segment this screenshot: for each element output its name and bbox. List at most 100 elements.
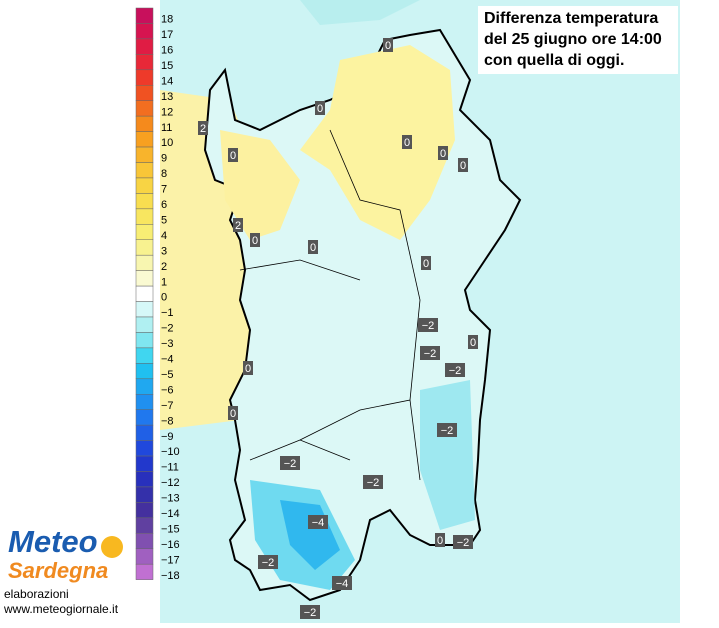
legend-label: −7 (161, 400, 174, 412)
legend-swatch (135, 378, 154, 395)
map-label: −4 (312, 517, 325, 529)
legend-label: −2 (161, 323, 174, 335)
map-label-box (437, 423, 457, 437)
legend-swatch (135, 486, 154, 503)
map-label-box (198, 121, 208, 135)
map-label: 0 (423, 258, 429, 270)
footer-credit: elaborazioni (4, 587, 69, 601)
map-label: −2 (441, 425, 454, 437)
legend-swatch (135, 471, 154, 488)
map-label-box (315, 101, 325, 115)
legend-label: −17 (161, 554, 180, 566)
map-label-box (420, 346, 440, 360)
legend-swatch (135, 409, 154, 426)
map-label-box (421, 256, 431, 270)
legend-label: −6 (161, 384, 174, 396)
map-label: 0 (245, 363, 251, 375)
map-label: 2 (235, 220, 241, 232)
legend: 1817161514131211109876543210−1−2−3−4−5−6… (135, 7, 180, 582)
legend-swatch (135, 533, 154, 549)
warm-area (220, 130, 300, 240)
title-line: con quella di oggi. (484, 52, 624, 69)
legend-label: −8 (161, 415, 174, 427)
legend-swatch (135, 239, 154, 256)
legend-label: −13 (161, 493, 180, 505)
legend-label: 8 (161, 168, 167, 180)
legend-swatch (135, 440, 154, 457)
legend-label: 17 (161, 29, 173, 41)
map-label-box (363, 475, 383, 489)
legend-swatch (135, 363, 154, 380)
map-label: 0 (470, 337, 476, 349)
map-label-box (418, 318, 438, 332)
legend-swatch (135, 502, 154, 519)
map-label: −2 (422, 320, 435, 332)
cool-sea-area (300, 0, 420, 25)
map-label: 0 (460, 160, 466, 172)
map-label-box (332, 576, 352, 590)
map-label: −2 (284, 458, 297, 470)
map-label-box (445, 363, 465, 377)
cool-area (420, 380, 475, 530)
legend-swatch (135, 394, 154, 410)
map-label: 2 (200, 123, 206, 135)
map-label-box (233, 218, 243, 232)
map-label: −2 (262, 557, 275, 569)
legend-swatch (135, 208, 154, 225)
legend-swatch (135, 115, 154, 132)
logo-sun (101, 536, 123, 558)
legend-label: −5 (161, 369, 174, 381)
map-label-box (402, 135, 412, 149)
map-label: 0 (230, 408, 236, 420)
legend-swatch (135, 548, 154, 565)
legend-label: 13 (161, 91, 173, 103)
map-label-box (280, 456, 300, 470)
title-box (478, 6, 678, 74)
legend-swatch (135, 301, 154, 318)
map-label: 0 (385, 40, 391, 52)
legend-swatch (135, 224, 154, 241)
legend-swatch (135, 38, 154, 55)
legend-swatch (135, 7, 154, 24)
map-label-box (435, 533, 445, 547)
legend-swatch (135, 85, 154, 101)
legend-label: −9 (161, 431, 174, 443)
legend-swatch (135, 347, 154, 364)
legend-label: 15 (161, 60, 173, 72)
map-label-box (228, 148, 238, 162)
legend-swatch (135, 54, 154, 71)
map-label: −2 (304, 607, 317, 619)
map-label-box (308, 240, 318, 254)
legend-swatch (135, 270, 154, 287)
map-label: 0 (437, 535, 443, 547)
map-label-box (300, 605, 320, 619)
map-label: 0 (252, 235, 258, 247)
legend-swatch (135, 162, 154, 179)
legend-label: 12 (161, 106, 173, 118)
legend-label: 14 (161, 75, 173, 87)
title-line: Differenza temperatura (484, 10, 658, 27)
map-label: 0 (317, 103, 323, 115)
map-label-box (228, 406, 238, 420)
legend-label: 11 (161, 122, 172, 134)
province-border (239, 129, 421, 481)
legend-label: 18 (161, 14, 173, 26)
legend-label: 4 (161, 230, 167, 242)
legend-swatch (135, 23, 154, 40)
logo-line1: Meteo (8, 524, 98, 559)
legend-label: 2 (161, 261, 167, 273)
legend-label: −11 (161, 462, 179, 474)
map-label: 0 (440, 148, 446, 160)
legend-label: 0 (161, 292, 167, 304)
map-label-box (438, 146, 448, 160)
map-label: 0 (404, 137, 410, 149)
legend-label: 1 (161, 276, 167, 288)
map-label-box (383, 38, 393, 52)
legend-swatch (135, 131, 154, 148)
legend-swatch (135, 193, 154, 210)
legend-label: −1 (161, 307, 174, 319)
map-label-box (258, 555, 278, 569)
map-label: −2 (367, 477, 380, 489)
